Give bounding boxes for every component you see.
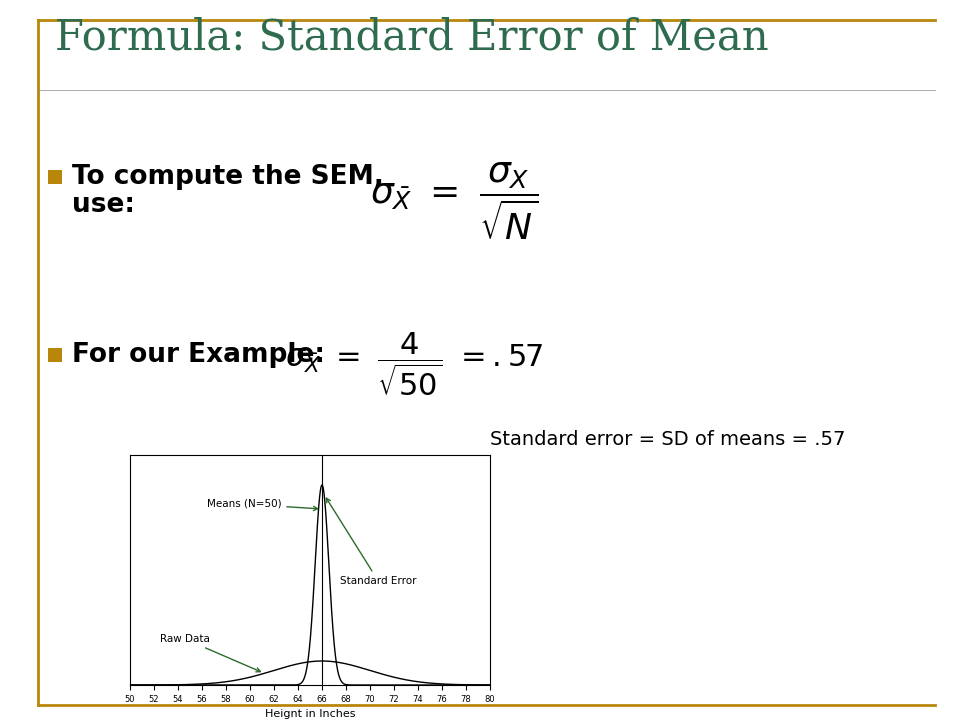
Text: Standard Error: Standard Error bbox=[326, 498, 417, 586]
Text: use:: use: bbox=[72, 192, 135, 218]
Text: $\sigma_{\bar{X}}\ =\ \dfrac{4}{\sqrt{50}}\ =.57$: $\sigma_{\bar{X}}\ =\ \dfrac{4}{\sqrt{50… bbox=[285, 330, 543, 397]
X-axis label: Heignt in Inches: Heignt in Inches bbox=[265, 709, 355, 719]
Text: For our Example:: For our Example: bbox=[72, 342, 325, 368]
Text: To compute the SEM,: To compute the SEM, bbox=[72, 164, 384, 190]
Text: Standard error = SD of means = .57: Standard error = SD of means = .57 bbox=[490, 430, 846, 449]
Bar bbox=[48, 170, 62, 184]
Text: $\sigma_{\bar{X}}\ =\ \dfrac{\sigma_X}{\sqrt{N}}$: $\sigma_{\bar{X}}\ =\ \dfrac{\sigma_X}{\… bbox=[370, 160, 539, 242]
Text: Means (N=50): Means (N=50) bbox=[206, 499, 318, 510]
Bar bbox=[48, 348, 62, 362]
Text: Formula: Standard Error of Mean: Formula: Standard Error of Mean bbox=[55, 16, 769, 58]
Text: Raw Data: Raw Data bbox=[160, 634, 260, 672]
